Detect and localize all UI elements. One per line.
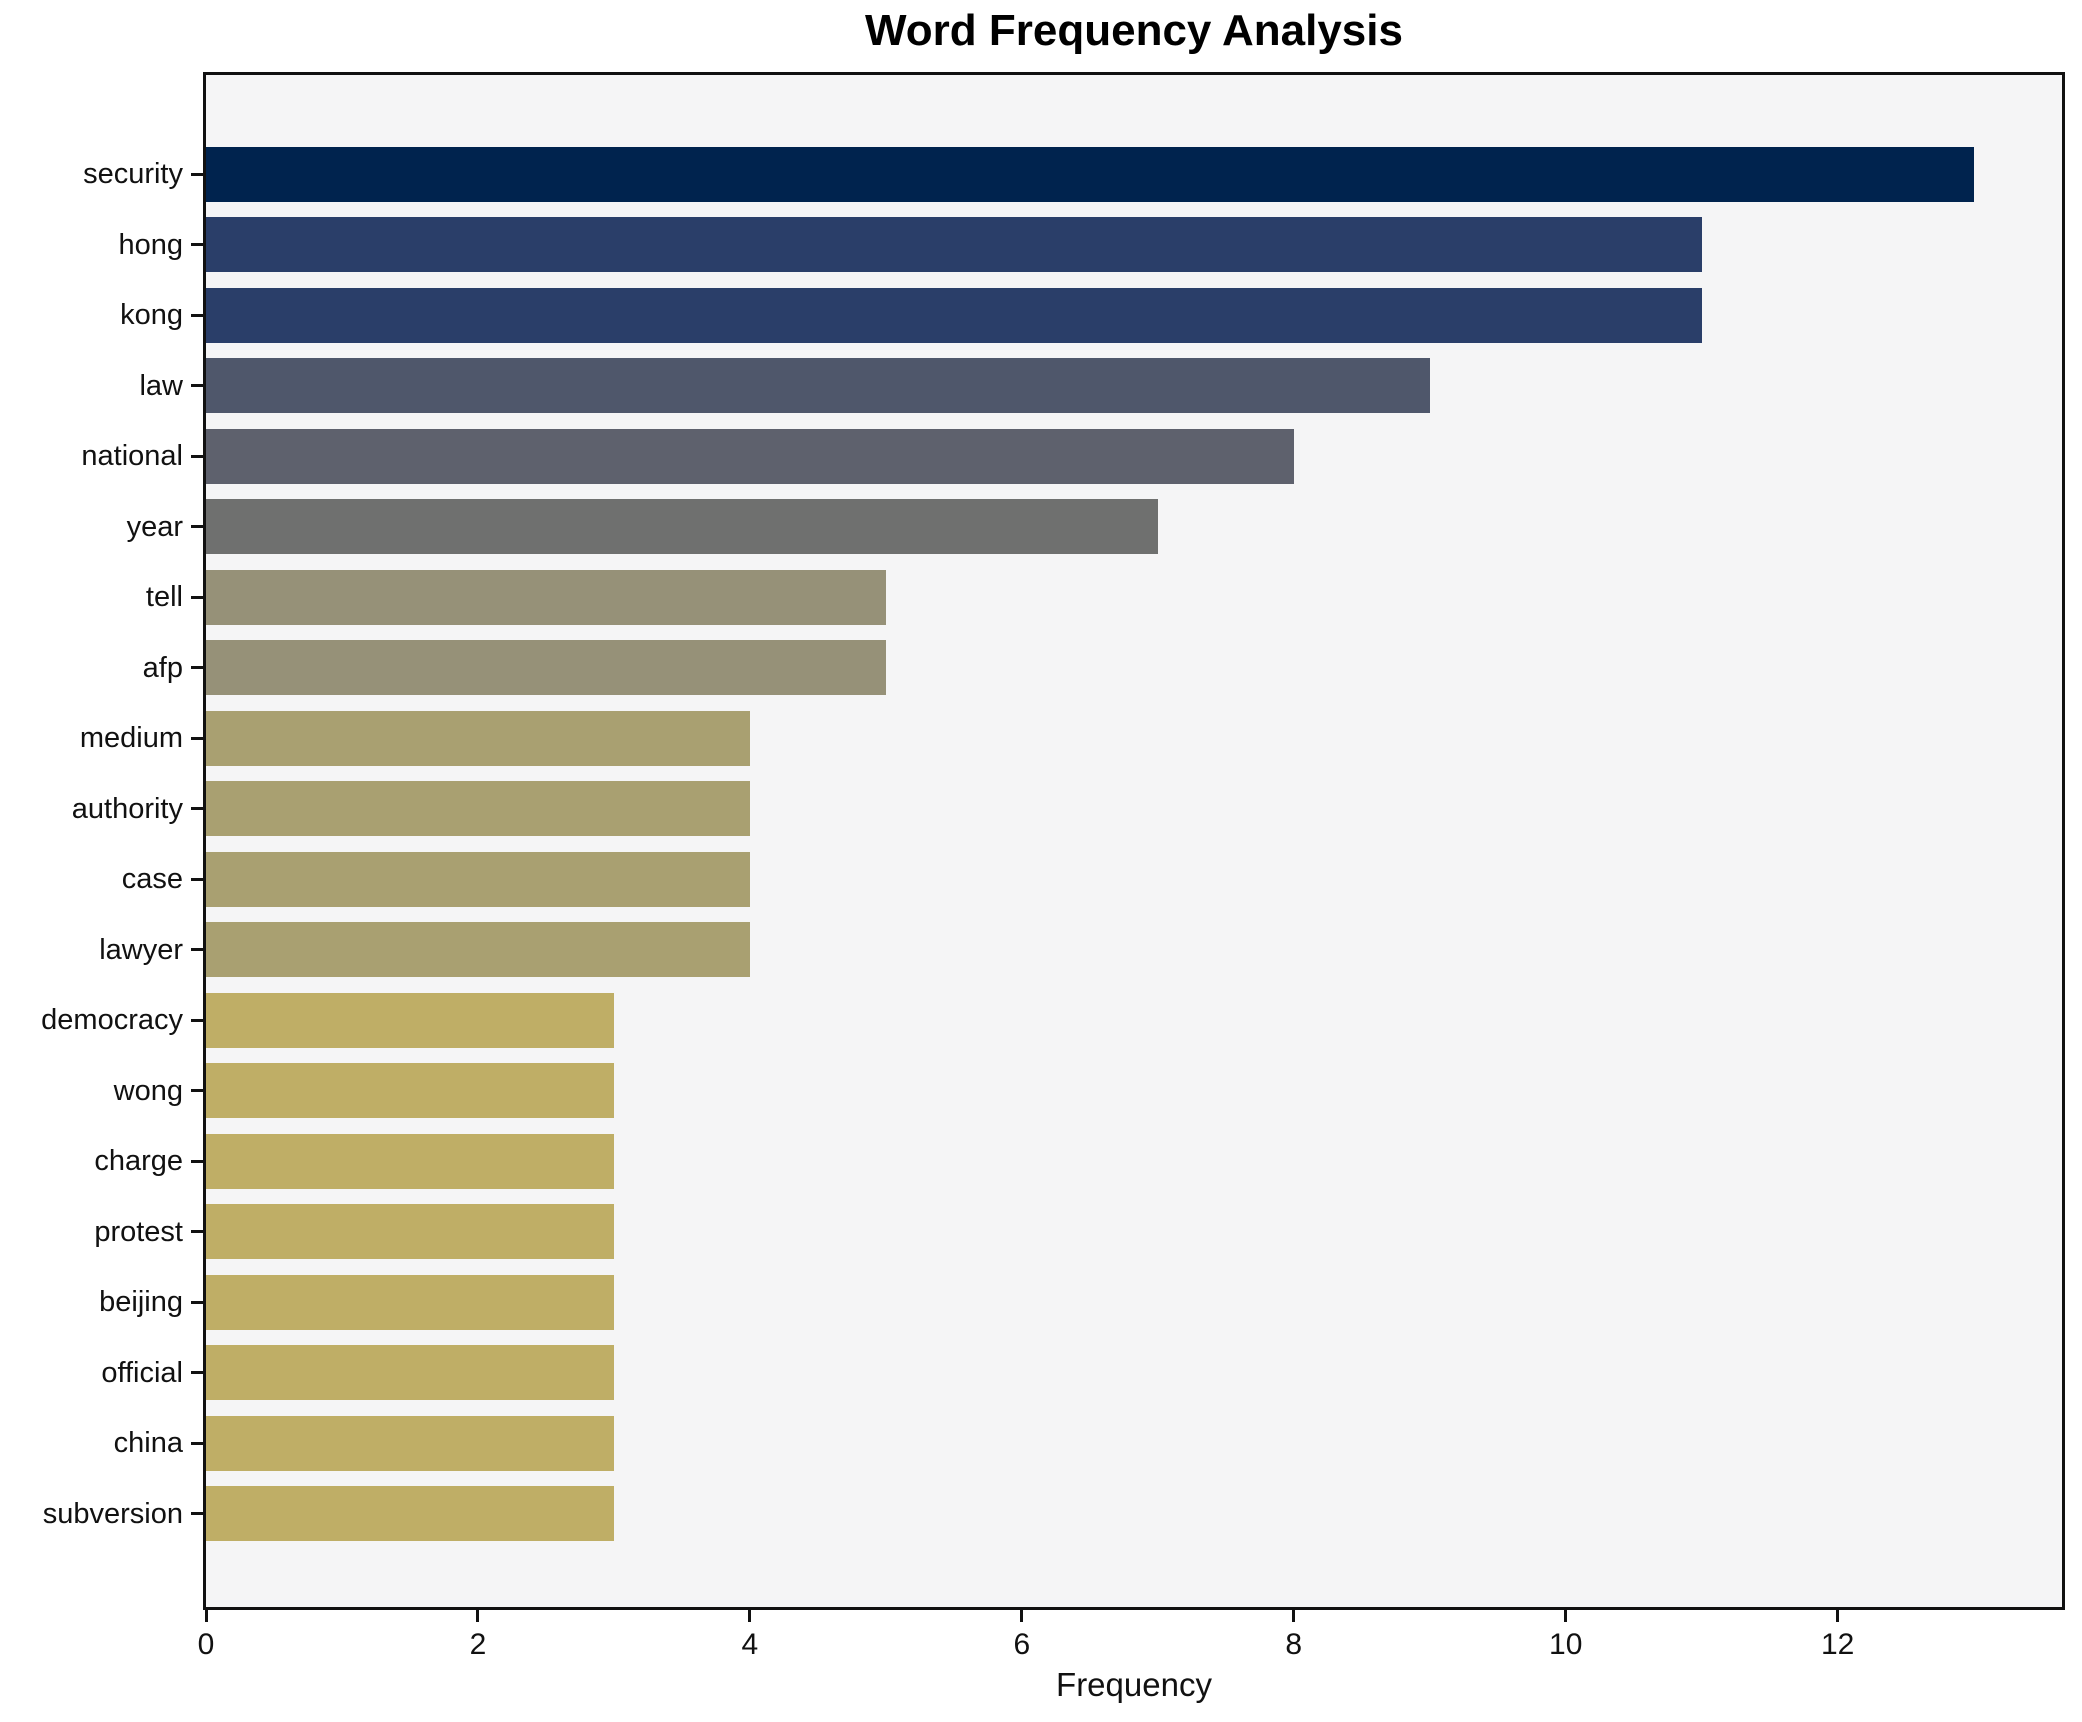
y-tick-label-kong: kong (120, 299, 183, 331)
y-tick-mark (191, 1018, 203, 1022)
x-tick-label-2: 2 (469, 1628, 487, 1661)
bar-china (206, 1415, 614, 1471)
bar-charge (206, 1133, 614, 1189)
y-tick-mark (191, 1159, 203, 1163)
bar-authority (206, 781, 750, 836)
x-tick-mark (748, 1610, 752, 1622)
y-tick-mark (191, 243, 203, 246)
y-tick-mark (191, 807, 203, 810)
y-tick-label-authority: authority (71, 792, 183, 825)
chart-title: Word Frequency Analysis (865, 6, 1403, 55)
x-tick-mark (1564, 1610, 1568, 1622)
x-tick-label-12: 12 (1820, 1628, 1855, 1661)
x-tick-mark (1020, 1610, 1024, 1622)
y-tick-mark (191, 1512, 203, 1515)
y-tick-label-china: china (113, 1427, 183, 1459)
x-tick-label-8: 8 (1285, 1628, 1303, 1661)
y-tick-label-national: national (81, 440, 183, 472)
y-tick-label-wong: wong (113, 1074, 183, 1107)
y-tick-label-afp: afp (142, 651, 183, 684)
y-tick-label-case: case (121, 863, 183, 895)
y-tick-mark (191, 384, 203, 387)
bar-protest (206, 1204, 614, 1259)
bar-kong (206, 287, 1702, 343)
x-tick-mark (204, 1610, 208, 1622)
y-tick-mark (191, 1089, 203, 1092)
bar-afp (206, 640, 886, 695)
bar-medium (206, 710, 750, 766)
bar-tell (206, 569, 886, 625)
bar-beijing (206, 1274, 614, 1330)
x-axis-label: Frequency (1056, 1666, 1212, 1703)
y-tick-mark (191, 313, 203, 317)
y-tick-label-subversion: subversion (42, 1497, 183, 1530)
y-tick-label-year: year (126, 510, 183, 543)
y-tick-mark (191, 877, 203, 881)
bar-wong (206, 1063, 614, 1118)
y-tick-label-official: official (101, 1356, 183, 1389)
x-tick-label-10: 10 (1549, 1628, 1583, 1661)
bar-law (206, 358, 1430, 413)
y-tick-label-medium: medium (79, 722, 183, 754)
y-tick-mark (191, 1300, 203, 1304)
y-tick-label-beijing: beijing (99, 1286, 183, 1318)
y-tick-label-law: law (139, 369, 183, 402)
y-tick-mark (191, 595, 203, 599)
y-tick-mark (191, 172, 203, 176)
x-tick-mark (1836, 1610, 1840, 1622)
y-tick-mark (191, 1230, 203, 1233)
y-tick-label-lawyer: lawyer (99, 933, 183, 966)
y-tick-mark (191, 1371, 203, 1374)
x-tick-label-0: 0 (197, 1628, 215, 1661)
y-tick-label-democracy: democracy (41, 1004, 183, 1036)
y-tick-label-security: security (83, 158, 183, 190)
y-tick-label-charge: charge (94, 1145, 183, 1177)
bar-national (206, 428, 1294, 484)
y-tick-mark (191, 736, 203, 740)
plot-area (203, 72, 2065, 1610)
y-tick-mark (191, 525, 203, 528)
x-tick-mark (1292, 1610, 1296, 1622)
x-tick-mark (476, 1610, 480, 1622)
bar-hong (206, 217, 1702, 272)
bar-democracy (206, 992, 614, 1048)
x-tick-label-6: 6 (1013, 1628, 1031, 1661)
y-tick-label-hong: hong (118, 228, 183, 261)
y-tick-mark (191, 1441, 203, 1445)
bar-lawyer (206, 922, 750, 977)
x-tick-label-4: 4 (741, 1628, 759, 1661)
bar-year (206, 499, 1158, 554)
y-tick-mark (191, 454, 203, 458)
y-tick-label-protest: protest (94, 1215, 183, 1248)
bar-subversion (206, 1486, 614, 1541)
bar-case (206, 851, 750, 907)
y-tick-mark (191, 948, 203, 951)
y-tick-mark (191, 666, 203, 669)
bar-official (206, 1345, 614, 1400)
y-tick-label-tell: tell (145, 581, 183, 613)
bar-security (206, 146, 1974, 202)
